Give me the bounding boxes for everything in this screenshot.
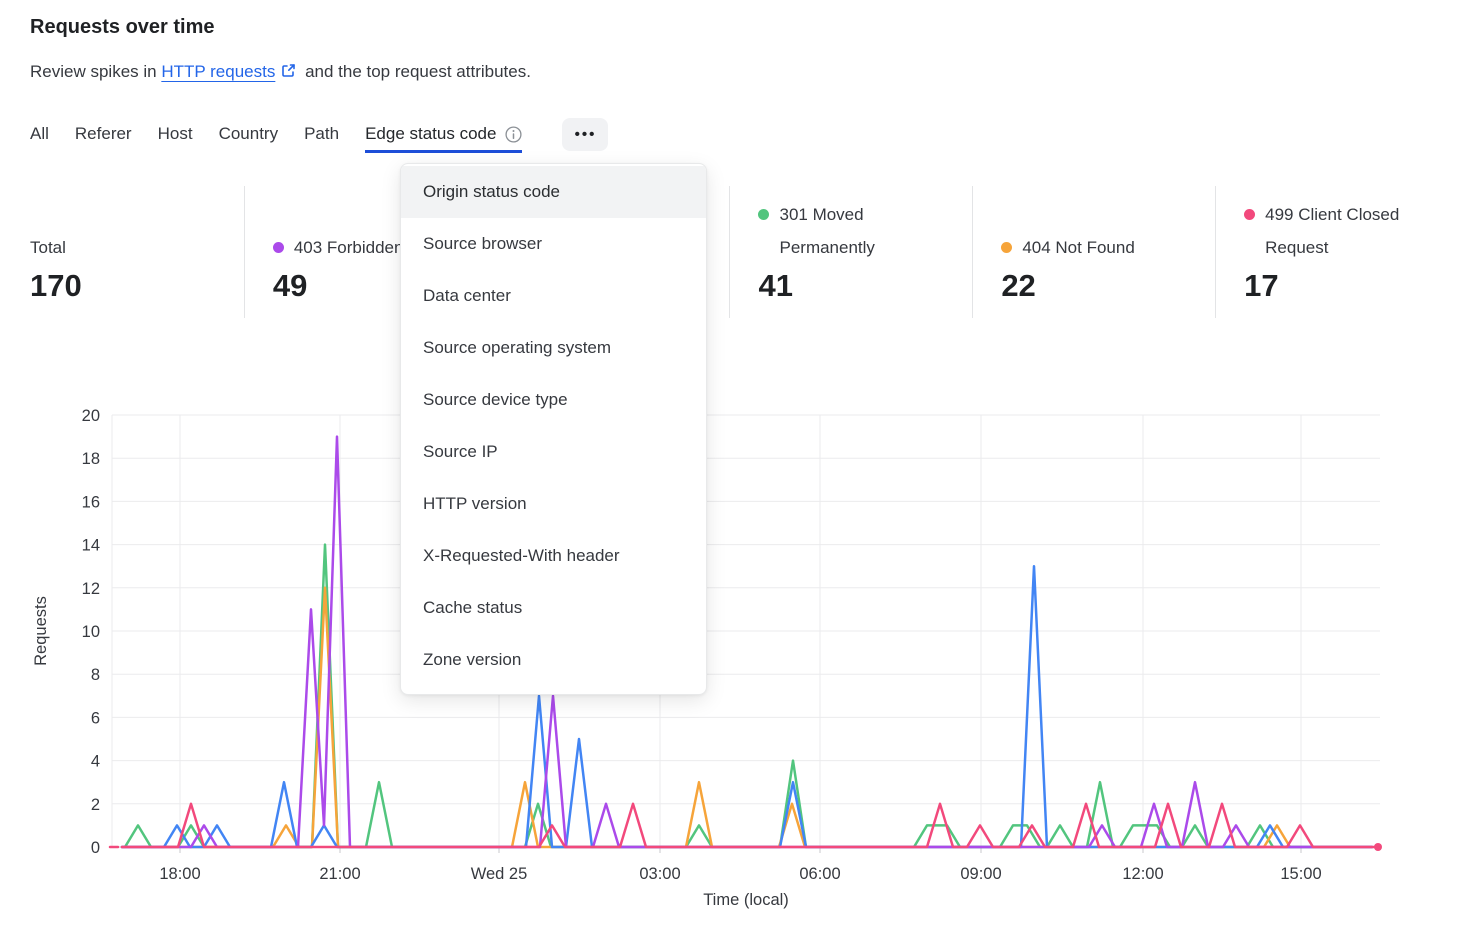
svg-text:18:00: 18:00 <box>159 865 200 883</box>
svg-text:14: 14 <box>82 537 100 555</box>
stat-301-moved-permanently: 301 Moved Permanently 41 <box>729 186 972 318</box>
stat-value: 41 <box>758 268 793 303</box>
stat-value: 22 <box>1001 268 1036 303</box>
stat-label: 499 Client Closed Request <box>1244 198 1448 264</box>
menu-item-http-version[interactable]: HTTP version <box>423 494 527 513</box>
svg-text:16: 16 <box>82 493 100 511</box>
tab-path[interactable]: Path <box>304 124 340 143</box>
svg-text:2: 2 <box>91 796 100 814</box>
http-requests-link[interactable]: HTTP requests <box>161 62 276 81</box>
info-icon[interactable] <box>505 125 523 143</box>
svg-text:10: 10 <box>82 623 100 641</box>
stat-403-forbidden: 403 Forbidden 49 <box>243 186 487 318</box>
ellipsis-icon: ••• <box>574 126 597 143</box>
svg-text:20: 20 <box>82 407 100 425</box>
stat-404-not-found: 404 Not Found 22 <box>972 186 1215 318</box>
stat-value: 49 <box>272 268 308 303</box>
menu-item-source-ip[interactable]: Source IP <box>423 442 498 461</box>
menu-item-cache-status[interactable]: Cache status <box>423 598 523 617</box>
stat-label: 404 Not Found <box>1001 231 1205 264</box>
series-dot-499 <box>1244 209 1256 220</box>
tab-referer[interactable]: Referer <box>74 124 132 143</box>
tab-edge-status-code[interactable]: Edge status code <box>365 124 523 153</box>
subtitle-suffix: and the top request attributes. <box>300 62 531 81</box>
stat-label: 403 Forbidden <box>272 231 477 264</box>
subtitle-prefix: Review spikes in <box>30 62 162 81</box>
more-tabs-button[interactable]: ••• <box>562 118 609 151</box>
menu-item-source-operating-system[interactable]: Source operating system <box>423 338 612 357</box>
tab-country[interactable]: Country <box>218 124 279 143</box>
stat-label: Total <box>30 238 66 257</box>
stat-total: Total 170 <box>0 186 244 318</box>
svg-text:0: 0 <box>91 839 100 857</box>
tab-bar: All Referer Host Country Path Edge statu… <box>30 118 609 153</box>
svg-text:4: 4 <box>91 753 100 771</box>
menu-item-x-requested-with-header[interactable]: X-Requested-With header <box>423 546 620 565</box>
svg-text:8: 8 <box>91 666 100 684</box>
menu-item-zone-version[interactable]: Zone version <box>423 650 522 669</box>
external-link-icon <box>281 63 296 83</box>
stat-499-client-closed-request: 499 Client Closed Request 17 <box>1215 186 1458 318</box>
svg-text:18: 18 <box>82 450 100 468</box>
subtitle: Review spikes in HTTP requests and the t… <box>30 62 531 83</box>
series-dot-403 <box>272 242 284 253</box>
stats-row: Total 170 403 Forbidden 49 301 Moved Per… <box>0 186 1458 318</box>
menu-item-source-device-type[interactable]: Source device type <box>423 390 568 409</box>
svg-text:21:00: 21:00 <box>319 865 360 883</box>
tab-edge-status-code-label: Edge status code <box>365 124 497 143</box>
tab-host[interactable]: Host <box>157 124 193 143</box>
series-dot-301 <box>758 209 770 220</box>
page-title: Requests over time <box>30 16 215 38</box>
stat-value: 170 <box>30 268 82 303</box>
svg-text:Requests: Requests <box>32 596 50 666</box>
svg-text:09:00: 09:00 <box>960 865 1001 883</box>
series-dot-404 <box>1001 242 1013 253</box>
svg-text:12: 12 <box>82 580 100 598</box>
attribute-dropdown-menu: Origin status code Source browser Data c… <box>400 163 707 695</box>
svg-text:03:00: 03:00 <box>639 865 680 883</box>
menu-item-origin-status-code[interactable]: Origin status code <box>401 166 706 218</box>
svg-text:Time (local): Time (local) <box>703 891 789 909</box>
stat-label: 301 Moved Permanently <box>758 198 962 264</box>
stat-value: 17 <box>1244 268 1279 303</box>
tab-all[interactable]: All <box>30 124 49 143</box>
svg-text:Wed 25: Wed 25 <box>471 865 528 883</box>
menu-item-data-center[interactable]: Data center <box>423 286 511 305</box>
svg-text:15:00: 15:00 <box>1280 865 1321 883</box>
svg-text:6: 6 <box>91 709 100 727</box>
svg-text:12:00: 12:00 <box>1122 865 1163 883</box>
menu-item-source-browser[interactable]: Source browser <box>423 234 543 253</box>
svg-text:06:00: 06:00 <box>799 865 840 883</box>
